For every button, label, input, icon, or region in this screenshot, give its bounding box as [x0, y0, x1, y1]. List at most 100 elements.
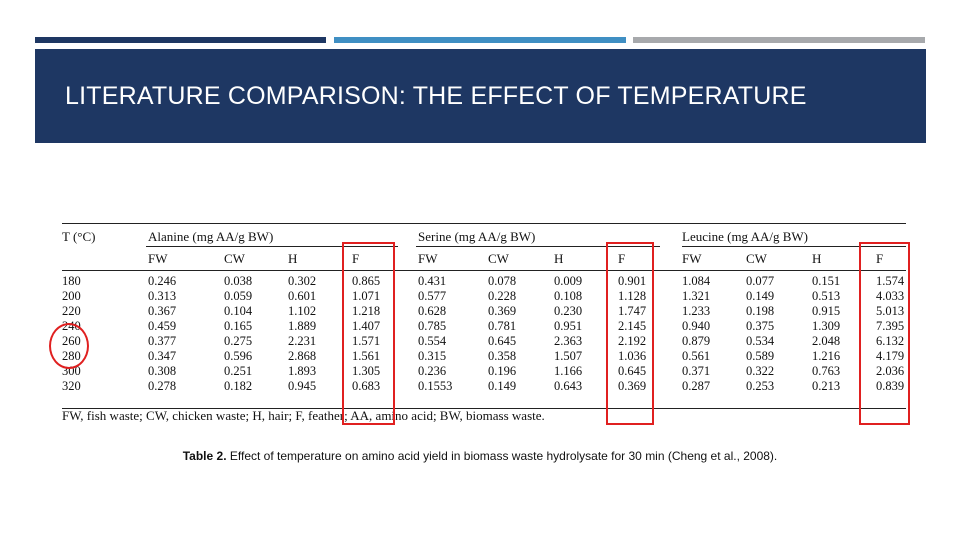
- value-cell: 1.561: [352, 349, 381, 363]
- highlight-box-leucine-feather: [859, 242, 910, 425]
- data-table-figure: T (°C) Alanine (mg AA/g BW) Serine (mg A…: [49, 222, 910, 426]
- col-header: F: [618, 250, 626, 266]
- value-cell: 0.078: [488, 274, 517, 288]
- value-cell: 0.785: [418, 319, 447, 333]
- value-cell: 2.868: [288, 349, 317, 363]
- value-cell: 0.375: [746, 319, 775, 333]
- leucine-group-rule: [682, 246, 906, 247]
- value-cell: 1.102: [288, 304, 317, 318]
- value-cell: 0.322: [746, 364, 775, 378]
- value-cell: 0.236: [418, 364, 447, 378]
- value-cell: 1.218: [352, 304, 381, 318]
- highlight-circle-240-260: [49, 323, 89, 369]
- table-bottom-rule: [62, 408, 906, 409]
- title-banner: LITERATURE COMPARISON: THE EFFECT OF TEM…: [35, 49, 926, 143]
- temperature-cell: 200: [62, 289, 81, 303]
- value-cell: 0.059: [224, 289, 253, 303]
- value-cell: 1.166: [554, 364, 583, 378]
- alanine-group-rule: [146, 246, 398, 247]
- value-cell: 0.534: [746, 334, 775, 348]
- value-cell: 0.165: [224, 319, 253, 333]
- value-cell: 0.945: [288, 379, 317, 393]
- table-footnote: FW, fish waste; CW, chicken waste; H, ha…: [62, 408, 545, 423]
- value-cell: 1.889: [288, 319, 317, 333]
- value-cell: 2.192: [618, 334, 647, 348]
- amino-acid-table: T (°C) Alanine (mg AA/g BW) Serine (mg A…: [62, 225, 906, 394]
- group-header-serine: Serine (mg AA/g BW): [418, 228, 536, 244]
- value-cell: 2.363: [554, 334, 583, 348]
- value-cell: 0.196: [488, 364, 517, 378]
- table-row: 280 0.347 0.596 2.868 1.561 0.315 0.358 1.507 1.…: [62, 349, 906, 364]
- col-header: H: [288, 250, 298, 266]
- value-cell: 0.358: [488, 349, 517, 363]
- value-cell: 0.763: [812, 364, 841, 378]
- value-cell: 0.230: [554, 304, 583, 318]
- value-cell: 0.940: [682, 319, 711, 333]
- col-header: H: [812, 250, 822, 266]
- value-cell: 0.1553: [418, 379, 453, 393]
- value-cell: 2.048: [812, 334, 841, 348]
- value-cell: 0.596: [224, 349, 253, 363]
- value-cell: 0.561: [682, 349, 711, 363]
- value-cell: 2.036: [876, 364, 905, 378]
- value-cell: 0.377: [148, 334, 177, 348]
- col-header: F: [876, 250, 884, 266]
- col-header: CW: [488, 250, 509, 266]
- value-cell: 0.601: [288, 289, 317, 303]
- value-cell: 0.915: [812, 304, 841, 318]
- value-cell: 0.108: [554, 289, 583, 303]
- value-cell: 0.643: [554, 379, 583, 393]
- col-header: FW: [148, 250, 168, 266]
- table-row: 180 0.246 0.038 0.302 0.865 0.431 0.078 0.009 0.…: [62, 274, 906, 289]
- value-cell: 1.571: [352, 334, 381, 348]
- value-cell: 0.369: [488, 304, 517, 318]
- value-cell: 0.459: [148, 319, 177, 333]
- value-cell: 1.893: [288, 364, 317, 378]
- table-row: 220 0.367 0.104 1.102 1.218 0.628 0.369 0.230 1.…: [62, 304, 906, 319]
- highlight-box-alanine-feather: [342, 242, 395, 425]
- slide-title: LITERATURE COMPARISON: THE EFFECT OF TEM…: [65, 82, 807, 110]
- value-cell: 1.084: [682, 274, 711, 288]
- col-header: CW: [224, 250, 245, 266]
- value-cell: 0.228: [488, 289, 517, 303]
- caption-label: Table 2.: [182, 449, 227, 463]
- value-cell: 1.507: [554, 349, 583, 363]
- value-cell: 4.033: [876, 289, 905, 303]
- value-cell: 7.395: [876, 319, 905, 333]
- value-cell: 0.513: [812, 289, 841, 303]
- value-cell: 2.145: [618, 319, 647, 333]
- col-header: H: [554, 250, 564, 266]
- value-cell: 1.128: [618, 289, 647, 303]
- temperature-cell: 180: [62, 274, 81, 288]
- value-cell: 0.589: [746, 349, 775, 363]
- value-cell: 0.251: [224, 364, 253, 378]
- accent-bar-navy: [35, 37, 326, 43]
- value-cell: 0.781: [488, 319, 517, 333]
- value-cell: 5.013: [876, 304, 905, 318]
- table-row: 300 0.308 0.251 1.893 1.305 0.236 0.196 1.166 0.…: [62, 364, 906, 379]
- value-cell: 0.865: [352, 274, 381, 288]
- value-cell: 1.321: [682, 289, 711, 303]
- value-cell: 1.574: [876, 274, 905, 288]
- value-cell: 1.747: [618, 304, 647, 318]
- value-cell: 0.038: [224, 274, 253, 288]
- value-cell: 1.309: [812, 319, 841, 333]
- value-cell: 1.407: [352, 319, 381, 333]
- value-cell: 0.577: [418, 289, 447, 303]
- value-cell: 0.369: [618, 379, 647, 393]
- value-cell: 0.951: [554, 319, 583, 333]
- table-top-rule: [62, 223, 906, 224]
- value-cell: 0.628: [418, 304, 447, 318]
- value-cell: 0.367: [148, 304, 177, 318]
- temperature-cell: 220: [62, 304, 81, 318]
- value-cell: 0.275: [224, 334, 253, 348]
- value-cell: 0.151: [812, 274, 841, 288]
- value-cell: 0.077: [746, 274, 775, 288]
- value-cell: 1.305: [352, 364, 381, 378]
- value-cell: 0.683: [352, 379, 381, 393]
- value-cell: 0.347: [148, 349, 177, 363]
- table-header-rule: [62, 270, 906, 271]
- value-cell: 0.009: [554, 274, 583, 288]
- value-cell: 6.132: [876, 334, 905, 348]
- value-cell: 0.246: [148, 274, 177, 288]
